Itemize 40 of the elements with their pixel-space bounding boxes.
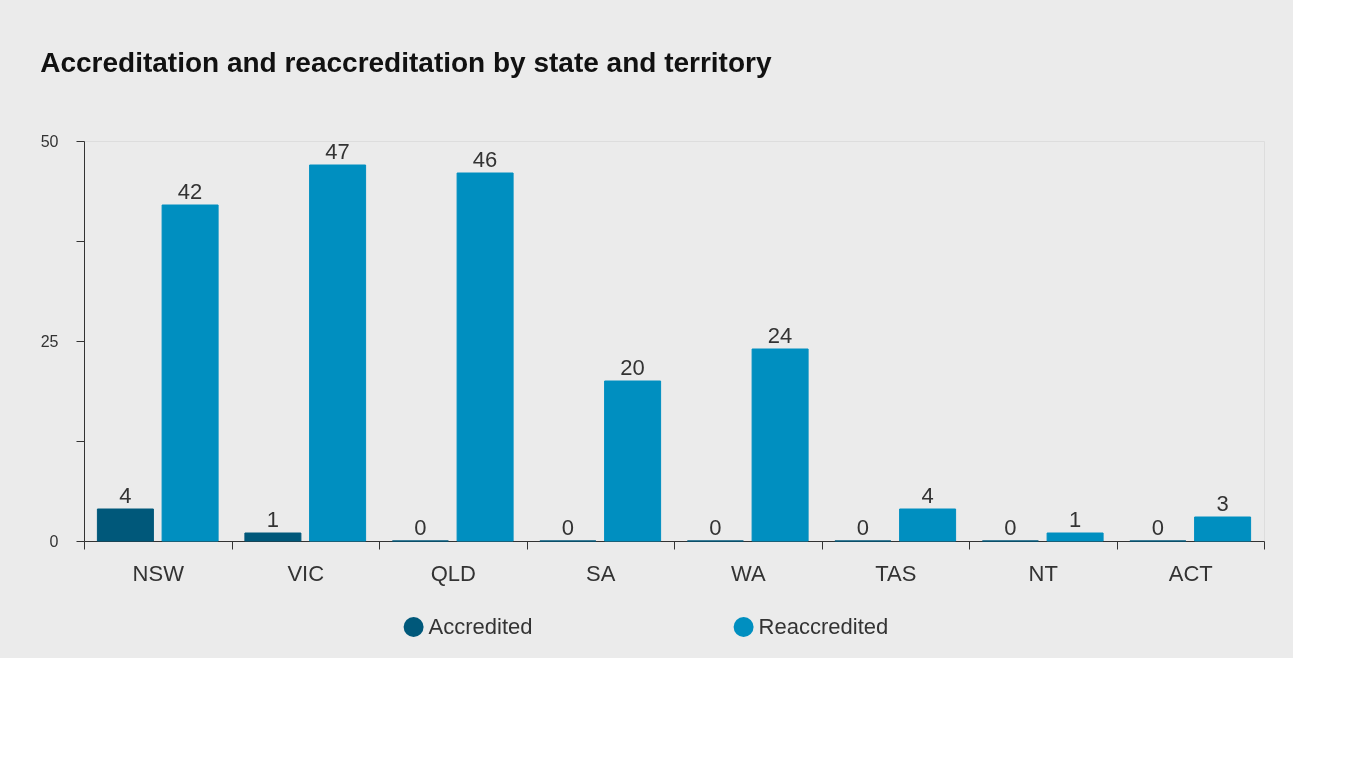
chart-title: Accreditation and reaccreditation by state and territory xyxy=(40,47,772,78)
x-tick-label: NT xyxy=(1028,560,1058,586)
data-label: 4 xyxy=(119,483,132,508)
data-label: 47 xyxy=(325,139,350,164)
data-label: 24 xyxy=(767,323,793,348)
y-tick-label: 50 xyxy=(40,132,59,150)
data-label: 4 xyxy=(921,483,934,508)
x-tick-label: TAS xyxy=(875,560,917,586)
bar xyxy=(899,508,957,542)
data-label: 1 xyxy=(1068,507,1082,532)
bar xyxy=(604,380,662,542)
x-tick-label: VIC xyxy=(287,560,325,586)
data-label: 0 xyxy=(1151,515,1165,540)
data-label: 3 xyxy=(1216,491,1229,516)
bar xyxy=(309,164,367,542)
bar xyxy=(1194,516,1252,542)
bar xyxy=(244,532,302,542)
bar xyxy=(1046,532,1104,542)
data-label: 0 xyxy=(1004,515,1017,540)
data-label: 20 xyxy=(620,355,645,380)
data-label: 0 xyxy=(414,515,427,540)
bar xyxy=(161,204,219,542)
legend-label: Reaccredited xyxy=(758,614,889,639)
bar xyxy=(751,348,809,542)
y-tick-label: 0 xyxy=(49,532,59,550)
y-tick-label: 25 xyxy=(40,332,59,350)
x-tick-label: NSW xyxy=(132,560,185,586)
data-label: 0 xyxy=(561,515,575,540)
data-label: 1 xyxy=(266,507,280,532)
x-tick-label: ACT xyxy=(1168,560,1213,586)
data-label: 46 xyxy=(472,147,498,172)
data-label: 42 xyxy=(177,179,203,204)
legend-label: Accredited xyxy=(428,614,533,639)
data-label: 0 xyxy=(856,515,870,540)
x-tick-label: WA xyxy=(730,560,766,586)
bar xyxy=(96,508,154,542)
x-tick-label: SA xyxy=(586,560,616,586)
x-tick-label: QLD xyxy=(430,560,476,586)
bar xyxy=(456,172,514,542)
data-label: 0 xyxy=(709,515,722,540)
